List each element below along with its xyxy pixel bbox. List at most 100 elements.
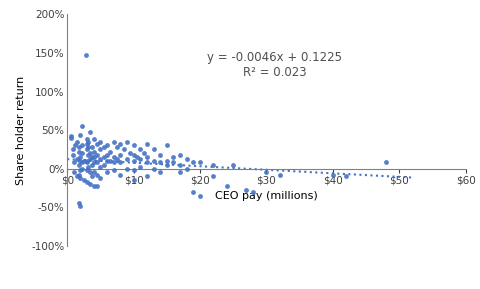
Point: [156, 152, 164, 157]
Point: [86, 151, 94, 155]
Point: [276, 173, 284, 177]
Point: [263, 170, 270, 175]
Point: [84, 145, 92, 149]
Point: [84, 147, 91, 152]
Point: [329, 173, 336, 177]
Point: [89, 162, 96, 167]
Point: [169, 160, 177, 165]
Point: [163, 159, 171, 163]
Point: [89, 155, 96, 159]
Point: [163, 162, 171, 167]
Point: [382, 160, 390, 165]
Point: [130, 143, 137, 148]
Point: [78, 151, 85, 155]
Point: [84, 142, 91, 146]
Point: [113, 157, 121, 162]
Point: [80, 159, 88, 163]
Point: [143, 155, 151, 159]
Point: [249, 189, 257, 194]
Point: [100, 155, 108, 159]
Point: [140, 151, 147, 155]
Point: [156, 160, 164, 165]
Point: [96, 139, 104, 144]
Point: [78, 166, 85, 171]
Point: [243, 188, 251, 192]
Point: [77, 155, 84, 159]
Point: [78, 143, 85, 148]
Point: [84, 168, 91, 173]
Point: [84, 152, 92, 157]
Point: [89, 174, 96, 179]
Point: [77, 159, 84, 163]
Point: [110, 160, 118, 165]
Point: [93, 173, 101, 177]
Point: [136, 147, 144, 152]
Point: [84, 160, 91, 165]
Point: [103, 152, 111, 157]
Point: [73, 174, 81, 179]
Point: [117, 152, 124, 157]
Point: [77, 175, 84, 180]
Point: [93, 160, 101, 165]
Point: [75, 201, 83, 205]
Point: [86, 157, 94, 162]
Point: [90, 183, 97, 188]
Point: [86, 170, 94, 175]
Point: [130, 168, 137, 173]
Point: [150, 147, 157, 152]
Point: [209, 162, 217, 167]
Point: [90, 160, 97, 165]
Point: [67, 136, 74, 140]
Point: [176, 152, 184, 157]
Point: [126, 151, 134, 155]
Point: [73, 157, 81, 162]
Point: [223, 183, 230, 188]
Point: [96, 165, 104, 169]
Point: [80, 178, 88, 182]
Point: [113, 145, 121, 149]
Point: [78, 124, 85, 129]
Y-axis label: Share holder return: Share holder return: [16, 75, 25, 185]
Point: [67, 134, 74, 138]
Point: [123, 166, 131, 171]
Point: [77, 133, 84, 138]
Point: [103, 170, 111, 175]
Point: [93, 183, 101, 188]
Point: [86, 129, 94, 134]
Point: [110, 168, 118, 173]
Point: [75, 145, 83, 149]
Point: [176, 162, 184, 167]
Point: [90, 155, 97, 159]
Point: [70, 160, 78, 165]
Point: [183, 157, 191, 162]
Point: [77, 168, 84, 173]
Point: [78, 160, 85, 165]
Point: [84, 165, 92, 169]
Point: [229, 162, 237, 167]
Point: [69, 152, 76, 157]
Point: [130, 152, 137, 157]
Point: [143, 174, 151, 179]
Point: [86, 182, 94, 186]
Point: [163, 143, 171, 148]
Point: [143, 160, 151, 165]
Point: [150, 159, 157, 163]
Point: [136, 157, 144, 162]
Point: [117, 160, 124, 165]
Point: [84, 137, 91, 142]
Point: [176, 170, 184, 175]
Point: [89, 145, 96, 149]
Point: [100, 162, 108, 167]
Point: [169, 155, 177, 159]
Point: [75, 173, 83, 177]
Point: [90, 137, 97, 142]
Point: [196, 160, 204, 165]
Point: [90, 170, 97, 175]
Point: [77, 203, 84, 208]
Point: [93, 152, 101, 157]
Point: [96, 147, 104, 152]
Point: [190, 160, 197, 165]
Point: [93, 142, 101, 146]
Point: [73, 139, 81, 144]
Point: [96, 157, 104, 162]
